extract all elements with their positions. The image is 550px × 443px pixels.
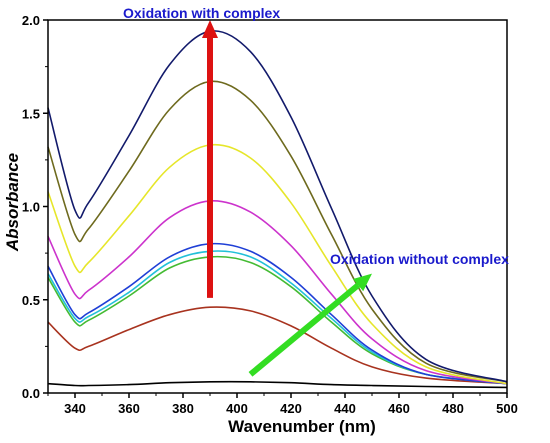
y-axis-ticks: 0.0 0.5 1.0 1.5 2.0: [22, 13, 48, 401]
plot-frame: [47, 19, 508, 394]
x-axis-title: Wavenumber (nm): [228, 417, 376, 436]
series-line-1: [47, 306, 508, 385]
y-tick-label: 1.5: [22, 106, 40, 121]
y-axis-title: Absorbance: [3, 153, 22, 252]
trend-arrow-0: [202, 20, 218, 298]
x-tick-label: 340: [64, 401, 86, 416]
series-line-3: [47, 250, 508, 385]
y-tick-label: 0.0: [22, 386, 40, 401]
series-line-8: [47, 30, 508, 383]
series-layer: [47, 30, 508, 389]
series-line-4: [47, 242, 508, 385]
series-line-2: [47, 255, 508, 385]
x-tick-label: 440: [334, 401, 356, 416]
series-line-0: [47, 380, 508, 389]
series-line-5: [47, 200, 508, 385]
arrow-layer: [202, 20, 372, 377]
x-axis-ticks: 340 360 380 400 420 440 460 480 500: [47, 393, 518, 416]
y-tick-label: 1.0: [22, 200, 40, 215]
annotation-oxidation-with-complex: Oxidation with complex: [123, 5, 280, 21]
x-tick-label: 400: [226, 401, 248, 416]
trend-arrow-1: [248, 273, 372, 377]
x-tick-label: 500: [496, 401, 518, 416]
y-tick-label: 2.0: [22, 13, 40, 28]
x-tick-label: 460: [388, 401, 410, 416]
x-tick-label: 420: [280, 401, 302, 416]
y-tick-label: 0.5: [22, 293, 40, 308]
annotation-oxidation-without-complex: Oxidation without complex: [330, 251, 509, 267]
x-tick-label: 360: [118, 401, 140, 416]
x-tick-label: 380: [172, 401, 194, 416]
x-tick-label: 480: [442, 401, 464, 416]
series-line-7: [47, 80, 508, 383]
series-line-6: [47, 143, 508, 385]
